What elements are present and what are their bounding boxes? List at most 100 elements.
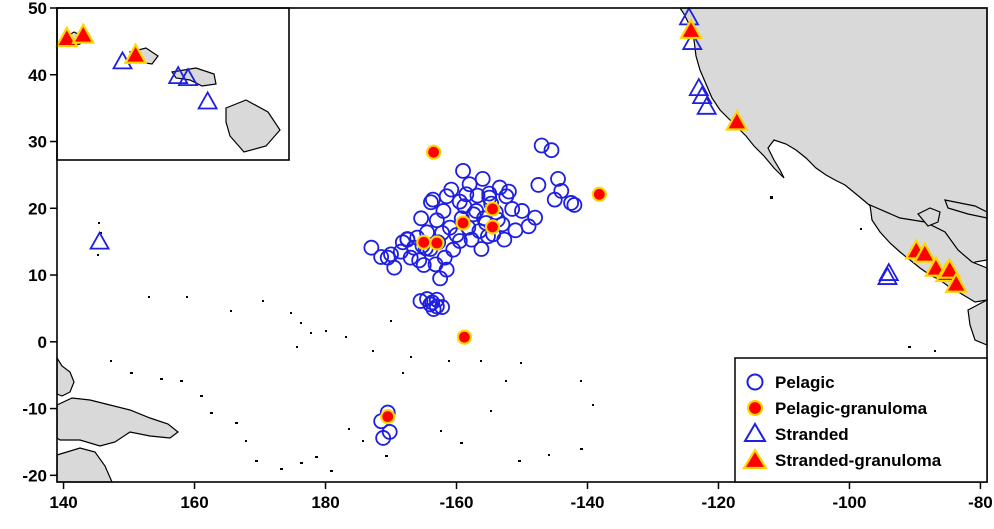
data-point-stranded-granuloma: [937, 257, 962, 279]
y-tick-label: 40: [28, 66, 47, 85]
legend: Pelagic Pelagic-granuloma Stranded Stran…: [734, 357, 988, 483]
data-point-pelagic-granuloma: [484, 219, 501, 235]
plot-frame: [56, 7, 988, 483]
new-guinea-landmass: [56, 397, 179, 447]
data-point-pelagic: [543, 142, 560, 159]
data-point-stranded: [696, 95, 718, 115]
data-point-pelagic: [436, 249, 453, 266]
legend-label-pelagic-granuloma: Pelagic-granuloma: [775, 399, 928, 418]
y-tick-label: 50: [28, 0, 47, 18]
series-stranded-granuloma: [54, 17, 969, 293]
data-point-pelagic-granuloma: [416, 234, 432, 250]
data-point-pelagic: [386, 259, 403, 276]
data-point-pelagic: [463, 231, 480, 248]
data-point-stranded-granuloma: [724, 109, 749, 131]
y-axis: 50 40 30 20 10 0 -10 -20: [22, 0, 57, 485]
legend-stranded-icon: [743, 422, 767, 442]
y-tick-label: 30: [28, 133, 47, 152]
data-point-pelagic: [451, 193, 468, 210]
data-point-stranded: [876, 266, 898, 285]
philippines-landmass: [56, 355, 75, 397]
data-point-pelagic: [455, 162, 471, 179]
data-point-pelagic: [504, 201, 521, 217]
data-point-pelagic-granuloma: [380, 408, 396, 425]
data-point-pelagic: [474, 171, 491, 187]
data-point-pelagic: [415, 257, 432, 273]
data-point-pelagic-granuloma: [455, 215, 471, 231]
data-point-pelagic-granuloma: [429, 235, 445, 251]
data-point-pelagic: [469, 187, 486, 204]
y-tick-label: -10: [22, 400, 47, 419]
data-point-pelagic: [533, 137, 550, 154]
legend-box: [734, 357, 988, 483]
data-point-pelagic: [438, 261, 455, 278]
hawaii-inset: [56, 7, 290, 161]
data-markers: [54, 6, 969, 446]
data-point-pelagic: [412, 293, 429, 309]
data-point-pelagic: [443, 181, 460, 198]
legend-pelagic-granuloma-icon: [746, 399, 764, 417]
data-point-stranded-granuloma: [912, 241, 937, 263]
legend-item-stranded: Stranded: [743, 422, 849, 444]
yucatan-landmass: [917, 207, 941, 227]
data-point-stranded: [681, 31, 703, 50]
data-point-pelagic: [501, 183, 517, 200]
data-point-pelagic-granuloma: [425, 144, 442, 160]
data-point-stranded-granuloma: [71, 22, 96, 44]
legend-pelagic-icon: [746, 373, 764, 391]
x-tick-label: -80: [968, 493, 993, 512]
y-tick-label: 10: [28, 266, 47, 285]
data-point-pelagic: [413, 210, 430, 227]
data-point-pelagic: [527, 209, 543, 226]
x-tick-label: -100: [832, 493, 866, 512]
data-point-pelagic: [424, 294, 441, 311]
x-axis: 140 160 180 -160 -140 -120 -100 -80: [49, 482, 993, 512]
pacific-islands: [97, 196, 936, 472]
x-tick-label: -120: [701, 493, 735, 512]
data-point-pelagic: [425, 301, 442, 317]
legend-item-pelagic-granuloma: Pelagic-granuloma: [746, 399, 928, 418]
south-america-landmass: [967, 299, 988, 346]
y-tick-label: -20: [22, 466, 47, 485]
data-point-pelagic: [363, 239, 380, 256]
data-point-stranded: [197, 90, 219, 110]
x-tick-label: -160: [439, 493, 473, 512]
legend-item-pelagic: Pelagic: [746, 373, 835, 392]
inset-maui-molokai-islands: [170, 67, 217, 87]
data-point-pelagic: [461, 176, 478, 193]
data-point-pelagic: [473, 241, 490, 257]
x-tick-label: 180: [311, 493, 339, 512]
data-point-pelagic-granuloma: [591, 186, 607, 202]
inset-big-island: [225, 99, 281, 153]
data-point-pelagic: [563, 195, 580, 211]
data-point-pelagic: [434, 299, 450, 315]
x-tick-label: -140: [570, 493, 604, 512]
data-point-pelagic: [435, 203, 452, 219]
data-point-pelagic: [550, 171, 566, 187]
data-point-pelagic: [373, 249, 390, 265]
data-point-pelagic: [514, 203, 530, 219]
x-tick-label: 160: [180, 493, 208, 512]
data-point-pelagic: [465, 206, 482, 223]
legend-stranded-granuloma-icon: [742, 447, 768, 470]
legend-label-pelagic: Pelagic: [775, 373, 835, 392]
data-point-stranded: [167, 65, 189, 84]
legend-label-stranded-granuloma: Stranded-granuloma: [775, 451, 942, 470]
x-tick-label: 140: [49, 493, 77, 512]
data-point-pelagic: [566, 197, 583, 213]
series-pelagic-granuloma: [380, 144, 607, 425]
data-point-pelagic: [423, 194, 439, 211]
legend-item-stranded-granuloma: Stranded-granuloma: [742, 447, 942, 470]
data-point-pelagic: [428, 298, 445, 315]
data-point-pelagic: [381, 424, 398, 440]
data-point-stranded-granuloma: [54, 25, 79, 48]
data-point-pelagic: [411, 252, 428, 269]
data-point-stranded: [691, 85, 713, 105]
data-point-pelagic-granuloma: [484, 201, 501, 217]
data-point-pelagic: [399, 231, 416, 247]
data-point-stranded-granuloma: [679, 17, 703, 40]
data-point-pelagic: [530, 177, 547, 193]
data-point-pelagic: [451, 233, 468, 249]
data-point-stranded-granuloma: [944, 271, 969, 293]
